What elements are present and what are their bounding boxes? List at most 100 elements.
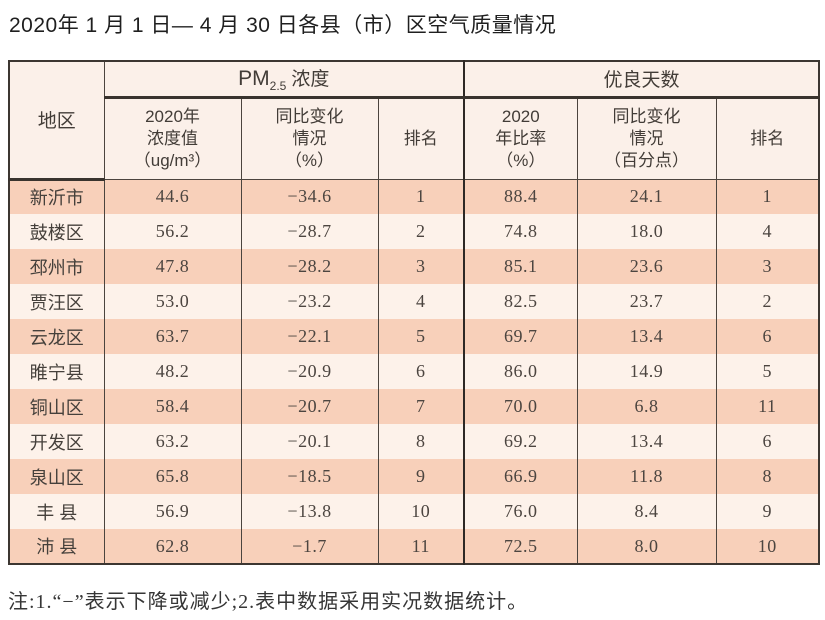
col-header-line: （ug/m³）	[133, 150, 212, 170]
region-cell: 邳州市	[8, 249, 104, 284]
region-cell: 丰 县	[8, 494, 104, 529]
value-cell: −18.5	[240, 459, 378, 494]
value-cell: 13.4	[576, 319, 717, 354]
value-cell: 9	[715, 494, 820, 529]
region-cell: 泉山区	[8, 459, 104, 494]
col-header-line: （%）	[496, 150, 546, 170]
table-body: 新沂市 44.6 −34.6 1 88.4 24.1 1 鼓楼区 56.2 −28.7 2 74.8 1…	[8, 179, 820, 564]
value-cell: 23.6	[576, 249, 717, 284]
sub-header-row: 2020年 浓度值 （ug/m³） 同比变化 情况 （%） 排名 2020 年比…	[9, 97, 820, 180]
table-row: 开发区 63.2 −20.1 8 69.2 13.4 6	[8, 424, 820, 459]
region-cell: 铜山区	[8, 389, 104, 424]
table-row: 云龙区 63.7 −22.1 5 69.7 13.4 6	[8, 319, 820, 354]
value-cell: 72.5	[463, 529, 578, 564]
value-cell: 63.2	[103, 424, 241, 459]
col-header-line: （%）	[284, 150, 335, 170]
table-row: 丰 县 56.9 −13.8 10 76.0 8.4 9	[8, 494, 820, 529]
value-cell: 6	[715, 424, 820, 459]
pm25-label-subscript: 2.5	[269, 79, 287, 94]
value-cell: 11	[715, 389, 820, 424]
table-row: 睢宁县 48.2 −20.9 6 86.0 14.9 5	[8, 354, 820, 389]
value-cell: 11	[377, 529, 465, 564]
value-cell: −20.7	[240, 389, 378, 424]
value-cell: 4	[377, 284, 465, 319]
value-cell: 24.1	[576, 179, 717, 214]
value-cell: 66.9	[463, 459, 578, 494]
value-cell: 70.0	[463, 389, 578, 424]
col-group-pm25: PM2.5 浓度	[103, 61, 465, 99]
col-header-line: 排名	[403, 128, 438, 148]
pm25-label-prefix: PM	[238, 67, 270, 91]
group-header-row: 地区 PM2.5 浓度 优良天数	[8, 61, 820, 181]
value-cell: 6	[715, 319, 820, 354]
table-row: 邳州市 47.8 −28.2 3 85.1 23.6 3	[8, 249, 820, 284]
col-header-line: （百分点）	[604, 150, 690, 170]
col-header-line: 2020	[501, 106, 540, 126]
table-row: 泉山区 65.8 −18.5 9 66.9 11.8 8	[8, 459, 820, 494]
table-row: 贾汪区 53.0 −23.2 4 82.5 23.7 2	[8, 284, 820, 319]
value-cell: 65.8	[103, 459, 241, 494]
value-cell: 69.2	[463, 424, 578, 459]
region-cell: 贾汪区	[8, 284, 104, 319]
value-cell: 13.4	[576, 424, 717, 459]
col-header-line: 2020年	[145, 106, 200, 126]
value-cell: 69.7	[463, 319, 578, 354]
col-header-pm25-rank: 排名	[377, 97, 465, 180]
col-header-line: 浓度值	[147, 128, 198, 148]
region-cell: 睢宁县	[8, 354, 104, 389]
value-cell: 5	[715, 354, 820, 389]
value-cell: 1	[377, 179, 465, 214]
table-row: 铜山区 58.4 −20.7 7 70.0 6.8 11	[8, 389, 820, 424]
value-cell: 56.9	[103, 494, 241, 529]
value-cell: 11.8	[576, 459, 717, 494]
value-cell: 76.0	[463, 494, 578, 529]
footnote: 注:1.“−”表示下降或减少;2.表中数据采用实况数据统计。	[8, 591, 529, 613]
value-cell: 56.2	[103, 214, 241, 249]
col-header-good-rate: 2020 年比率 （%）	[463, 97, 578, 180]
value-cell: 62.8	[103, 529, 241, 564]
col-header-line: 同比变化	[612, 106, 681, 126]
col-header-line: 情况	[292, 128, 327, 148]
value-cell: 53.0	[103, 284, 241, 319]
value-cell: −20.1	[240, 424, 378, 459]
col-header-pm25-value: 2020年 浓度值 （ug/m³）	[103, 97, 241, 180]
value-cell: 74.8	[463, 214, 578, 249]
value-cell: −23.2	[240, 284, 378, 319]
table-row: 沛 县 62.8 −1.7 11 72.5 8.0 10	[8, 529, 820, 564]
value-cell: 9	[377, 459, 465, 494]
value-cell: 2	[377, 214, 465, 249]
col-header-line: 同比变化	[275, 106, 344, 126]
value-cell: 3	[377, 249, 465, 284]
value-cell: 5	[377, 319, 465, 354]
value-cell: 23.7	[576, 284, 717, 319]
value-cell: 85.1	[463, 249, 578, 284]
col-header-pm25-change: 同比变化 情况 （%）	[240, 97, 378, 180]
value-cell: −28.2	[240, 249, 378, 284]
col-header-good-rank: 排名	[715, 97, 820, 180]
region-cell: 新沂市	[8, 179, 104, 214]
value-cell: 7	[377, 389, 465, 424]
pm25-label-suffix: 浓度	[291, 69, 330, 91]
value-cell: 2	[715, 284, 820, 319]
value-cell: 44.6	[103, 179, 241, 214]
value-cell: 82.5	[463, 284, 578, 319]
air-quality-table: 地区 PM2.5 浓度 优良天数 2020年 浓度值 （ug/m³） 同比变化 情…	[8, 60, 821, 565]
value-cell: −13.8	[240, 494, 378, 529]
table-row: 新沂市 44.6 −34.6 1 88.4 24.1 1	[8, 179, 820, 214]
value-cell: 1	[715, 179, 820, 214]
value-cell: −20.9	[240, 354, 378, 389]
value-cell: 86.0	[463, 354, 578, 389]
value-cell: 8.0	[576, 529, 717, 564]
value-cell: 47.8	[103, 249, 241, 284]
page-title: 2020年 1 月 1 日— 4 月 30 日各县（市）区空气质量情况	[9, 14, 557, 37]
value-cell: 48.2	[103, 354, 241, 389]
col-header-good-change: 同比变化 情况 （百分点）	[576, 97, 717, 180]
value-cell: 10	[377, 494, 465, 529]
col-header-region: 地区	[8, 61, 104, 181]
value-cell: −1.7	[240, 529, 378, 564]
value-cell: 88.4	[463, 179, 578, 214]
col-group-good-days: 优良天数	[463, 61, 820, 99]
value-cell: −22.1	[240, 319, 378, 354]
value-cell: 14.9	[576, 354, 717, 389]
value-cell: 10	[715, 529, 820, 564]
